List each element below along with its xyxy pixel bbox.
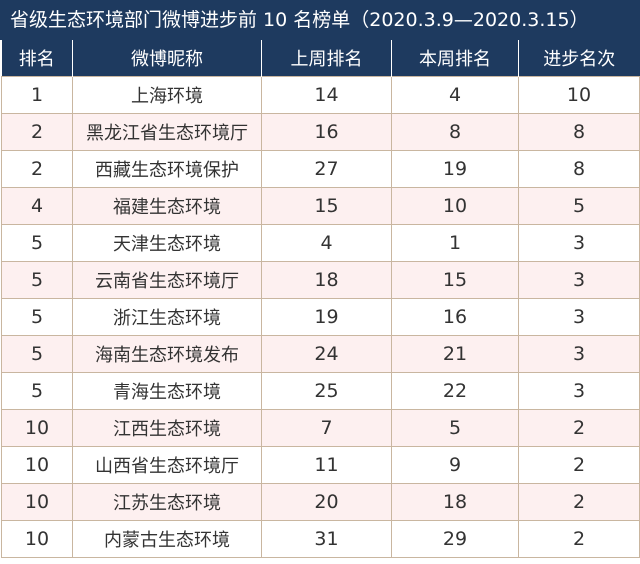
this-week-rank-cell: 21 <box>391 335 519 373</box>
progress-cell: 8 <box>518 150 640 188</box>
this-week-rank-cell: 8 <box>391 113 519 151</box>
weibo-name-cell: 海南生态环境发布 <box>72 335 262 373</box>
header-this-week-rank: 本周排名 <box>391 40 519 77</box>
weibo-name-cell: 浙江生态环境 <box>72 298 262 336</box>
last-week-rank-cell: 7 <box>261 409 392 447</box>
table-title: 省级生态环境部门微博进步前 10 名榜单（2020.3.9—2020.3.15） <box>0 0 640 40</box>
table-row: 5 天津生态环境 4 1 3 <box>1 224 640 262</box>
this-week-rank-cell: 16 <box>391 298 519 336</box>
this-week-rank-cell: 19 <box>391 150 519 188</box>
last-week-rank-cell: 14 <box>261 76 392 114</box>
rank-cell: 10 <box>1 446 73 484</box>
this-week-rank-cell: 10 <box>391 187 519 225</box>
ranking-table: 排名 微博昵称 上周排名 本周排名 进步名次 1 上海环境 14 4 10 2 黑龙江省生态… <box>1 40 640 558</box>
rank-cell: 5 <box>1 261 73 299</box>
this-week-rank-cell: 18 <box>391 483 519 521</box>
weibo-name-cell: 上海环境 <box>72 76 262 114</box>
rank-cell: 10 <box>1 409 73 447</box>
this-week-rank-cell: 5 <box>391 409 519 447</box>
table-row: 10 山西省生态环境厅 11 9 2 <box>1 446 640 484</box>
this-week-rank-cell: 9 <box>391 446 519 484</box>
last-week-rank-cell: 4 <box>261 224 392 262</box>
this-week-rank-cell: 22 <box>391 372 519 410</box>
header-progress: 进步名次 <box>518 40 640 77</box>
rank-cell: 10 <box>1 520 73 558</box>
last-week-rank-cell: 31 <box>261 520 392 558</box>
progress-cell: 8 <box>518 113 640 151</box>
weibo-name-cell: 黑龙江省生态环境厅 <box>72 113 262 151</box>
weibo-name-cell: 云南省生态环境厅 <box>72 261 262 299</box>
weibo-name-cell: 内蒙古生态环境 <box>72 520 262 558</box>
last-week-rank-cell: 25 <box>261 372 392 410</box>
last-week-rank-cell: 11 <box>261 446 392 484</box>
progress-cell: 2 <box>518 483 640 521</box>
table-row: 2 西藏生态环境保护 27 19 8 <box>1 150 640 188</box>
last-week-rank-cell: 18 <box>261 261 392 299</box>
weibo-name-cell: 西藏生态环境保护 <box>72 150 262 188</box>
rank-cell: 2 <box>1 113 73 151</box>
header-weibo-name: 微博昵称 <box>72 40 262 77</box>
header-last-week-rank: 上周排名 <box>261 40 392 77</box>
weibo-name-cell: 福建生态环境 <box>72 187 262 225</box>
table-row: 10 江西生态环境 7 5 2 <box>1 409 640 447</box>
table-row: 5 青海生态环境 25 22 3 <box>1 372 640 410</box>
rank-cell: 2 <box>1 150 73 188</box>
rank-cell: 10 <box>1 483 73 521</box>
progress-cell: 2 <box>518 446 640 484</box>
weibo-name-cell: 山西省生态环境厅 <box>72 446 262 484</box>
last-week-rank-cell: 27 <box>261 150 392 188</box>
table-row: 4 福建生态环境 15 10 5 <box>1 187 640 225</box>
this-week-rank-cell: 29 <box>391 520 519 558</box>
progress-cell: 5 <box>518 187 640 225</box>
rank-cell: 5 <box>1 298 73 336</box>
table-row: 1 上海环境 14 4 10 <box>1 76 640 114</box>
table-row: 5 海南生态环境发布 24 21 3 <box>1 335 640 373</box>
weibo-name-cell: 天津生态环境 <box>72 224 262 262</box>
this-week-rank-cell: 1 <box>391 224 519 262</box>
rank-cell: 1 <box>1 76 73 114</box>
rank-cell: 5 <box>1 335 73 373</box>
rank-cell: 5 <box>1 372 73 410</box>
progress-cell: 2 <box>518 409 640 447</box>
weibo-name-cell: 江西生态环境 <box>72 409 262 447</box>
rank-cell: 4 <box>1 187 73 225</box>
last-week-rank-cell: 19 <box>261 298 392 336</box>
progress-cell: 2 <box>518 520 640 558</box>
this-week-rank-cell: 4 <box>391 76 519 114</box>
this-week-rank-cell: 15 <box>391 261 519 299</box>
last-week-rank-cell: 24 <box>261 335 392 373</box>
progress-cell: 3 <box>518 335 640 373</box>
table-row: 10 内蒙古生态环境 31 29 2 <box>1 520 640 558</box>
last-week-rank-cell: 16 <box>261 113 392 151</box>
progress-cell: 3 <box>518 224 640 262</box>
progress-cell: 3 <box>518 372 640 410</box>
table-row: 5 浙江生态环境 19 16 3 <box>1 298 640 336</box>
header-row: 排名 微博昵称 上周排名 本周排名 进步名次 <box>1 40 640 77</box>
progress-cell: 3 <box>518 298 640 336</box>
last-week-rank-cell: 15 <box>261 187 392 225</box>
progress-cell: 10 <box>518 76 640 114</box>
table-body: 1 上海环境 14 4 10 2 黑龙江省生态环境厅 16 8 8 2 西藏生态环境保护 27 19 8 4 福… <box>1 76 640 558</box>
weibo-name-cell: 江苏生态环境 <box>72 483 262 521</box>
progress-cell: 3 <box>518 261 640 299</box>
last-week-rank-cell: 20 <box>261 483 392 521</box>
table-row: 5 云南省生态环境厅 18 15 3 <box>1 261 640 299</box>
header-rank: 排名 <box>1 40 73 77</box>
rank-cell: 5 <box>1 224 73 262</box>
table-row: 2 黑龙江省生态环境厅 16 8 8 <box>1 113 640 151</box>
weibo-name-cell: 青海生态环境 <box>72 372 262 410</box>
table-row: 10 江苏生态环境 20 18 2 <box>1 483 640 521</box>
